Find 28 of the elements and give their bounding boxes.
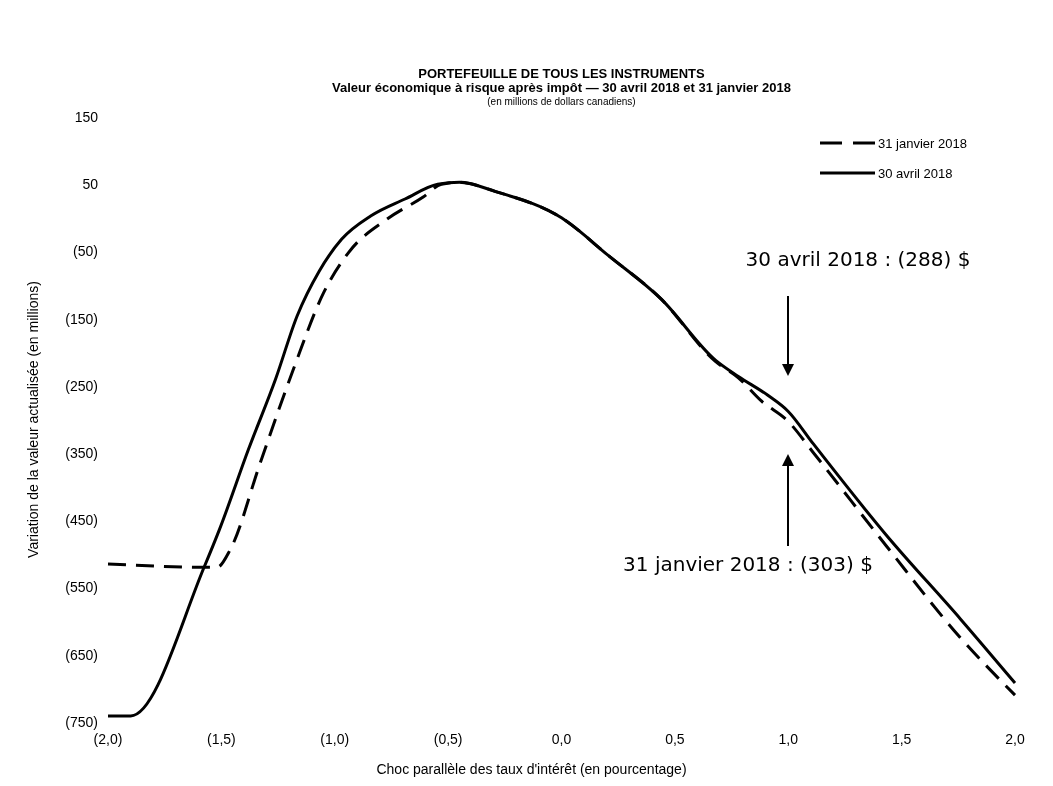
y-tick-label: 150 [74,108,99,125]
x-tick-label: 1,5 [891,731,912,747]
annotation: 30 avril 2018 : (288) $ [745,247,971,271]
annotation: 31 janvier 2018 : (303) $ [623,552,873,576]
y-tick-label: 50 [82,176,99,193]
y-tick-label: (50) [73,243,98,260]
x-axis-title: Choc parallèle des taux d'intérêt (en pourcentage) [376,761,687,777]
text: (en millions de dollars canadiens) [487,96,636,107]
x-tick-label: 0,5 [665,731,685,747]
x-tick-label: 2,0 [1005,731,1025,747]
chart-subtitle: Valeur économique à risque après impôt — 30 avril 2018 et 31 janvier 2018 [332,80,791,95]
legend-label: 30 avril 2018 [878,165,953,181]
chart-title: PORTEFEUILLE DE TOUS LES INSTRUMENTS [418,66,706,81]
x-tick-label: (0,5) [433,731,463,747]
x-tick-label: (1,0) [320,731,350,747]
x-tick-label: 1,0 [778,731,799,747]
y-axis-title: Variation de la valeur actualisée (en millions) [25,281,41,558]
y-tick-label: (450) [65,512,98,529]
y-tick-label: (750) [65,713,98,730]
y-tick-label: (350) [65,445,98,462]
x-tick-label: (2,0) [93,731,123,747]
legend-label: 31 janvier 2018 [878,135,967,151]
y-tick-label: (150) [65,310,98,327]
y-tick-label: (550) [65,579,98,596]
y-tick-label: (250) [65,377,98,394]
y-tick-label: (650) [65,646,98,663]
x-tick-label: (1,5) [206,731,236,747]
x-tick-label: 0,0 [551,731,572,747]
